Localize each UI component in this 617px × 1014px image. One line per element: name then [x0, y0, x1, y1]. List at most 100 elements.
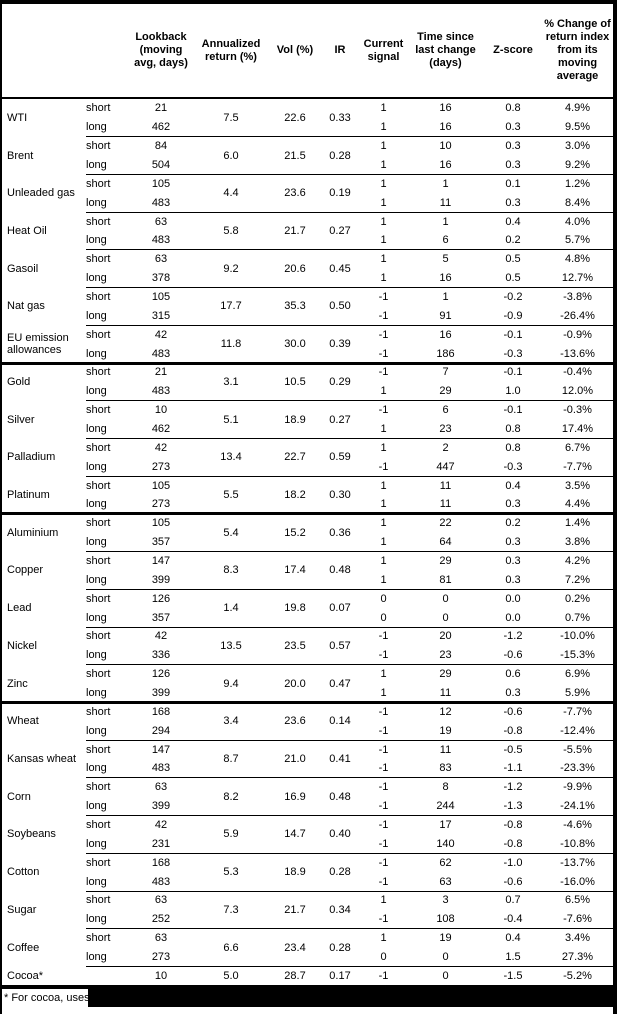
horizon-label: short [86, 366, 111, 379]
signal-value: 1 [380, 253, 387, 266]
table-header-row: Lookback (moving avg, days) Annualized r… [2, 4, 613, 99]
signal-value: 1 [380, 215, 387, 228]
time-since-value: 16 [439, 328, 452, 341]
signal-value: 1 [380, 687, 387, 700]
annualized-return-value: 6.6 [223, 941, 239, 954]
commodity-group-eu-emission-allowances: EU emission allowances short 42 -1 16 -0.1 -0.… [2, 324, 613, 363]
lookback-value: 294 [151, 724, 171, 737]
horizon-label: long [86, 121, 107, 134]
table-footer: * For cocoa, uses c [2, 985, 617, 1008]
commodity-group-unleaded-gas: Unleaded gas short 105 1 1 0.1 1.2% long 483 1 11 0… [2, 173, 613, 212]
time-since-value: 91 [439, 309, 452, 322]
commodity-name: Nat gas [7, 300, 45, 313]
pct-change-value: -23.3% [560, 762, 595, 775]
vol-value: 16.9 [284, 790, 306, 803]
commodity-name: Cotton [7, 866, 40, 879]
horizon-label: short [86, 630, 111, 643]
vol-value: 28.7 [284, 969, 306, 982]
signal-value: 1 [380, 479, 387, 492]
commodity-group-wti: WTI short 21 1 16 0.8 4.9% long 462 1 16 0.3 9.5% 7.5… [2, 99, 613, 137]
pct-change-value: 8.4% [564, 196, 591, 209]
vol-value: 23.4 [284, 941, 306, 954]
lookback-value: 63 [154, 253, 168, 266]
zscore-value: 0.6 [505, 668, 521, 681]
annualized-return-value: 5.0 [223, 969, 239, 982]
pct-change-value: -13.7% [560, 856, 595, 869]
commodity-name: Nickel [7, 639, 37, 652]
pct-change-value: 9.5% [564, 121, 591, 134]
time-since-value: 16 [439, 272, 452, 285]
zscore-value: 1.0 [505, 385, 521, 398]
horizon-label: long [86, 309, 107, 322]
commodity-group-lead: Lead short 126 0 0 0.0 0.2% long 357 0 0 0.0 0.7% 1.4… [2, 588, 613, 627]
lookback-value: 105 [151, 290, 171, 303]
ir-value: 0.30 [329, 489, 351, 501]
commodity-name: EU emission allowances [7, 332, 69, 357]
commodity-name: Coffee [7, 941, 40, 954]
horizon-label: long [86, 913, 107, 926]
pct-change-value: 0.2% [564, 592, 591, 605]
zscore-value: -0.8 [503, 724, 523, 737]
time-since-value: 108 [436, 913, 455, 926]
time-since-value: 8 [442, 781, 449, 794]
signal-value: -1 [378, 328, 389, 341]
zscore-value: -0.3 [503, 460, 523, 473]
signal-value: 0 [380, 611, 387, 624]
commodity-name: Zinc [7, 677, 28, 690]
pct-change-value: 1.2% [564, 177, 591, 190]
time-since-value: 20 [439, 630, 452, 643]
pct-change-value: 0.7% [564, 611, 591, 624]
pct-change-value: 3.5% [564, 479, 591, 492]
pct-change-value: -7.6% [563, 913, 592, 926]
time-since-value: 12 [439, 705, 452, 718]
horizon-label: short [86, 819, 111, 832]
signal-value: 1 [380, 422, 387, 435]
zscore-value: 1.5 [505, 951, 521, 964]
commodity-name: Soybeans [7, 828, 56, 841]
time-since-value: 29 [439, 555, 452, 567]
horizon-label: long [86, 611, 107, 624]
zscore-value: -0.8 [503, 819, 523, 832]
horizon-label: short [86, 781, 111, 794]
commodity-name: Kansas wheat [7, 753, 77, 766]
commodity-name: Sugar [7, 903, 37, 916]
annualized-return-value: 13.5 [220, 639, 242, 652]
signal-value: -1 [378, 781, 389, 794]
lookback-value: 315 [151, 309, 171, 322]
pct-change-value: 5.9% [564, 687, 591, 700]
time-since-value: 63 [439, 875, 452, 888]
zscore-value: 0.3 [505, 498, 521, 511]
lookback-value: 63 [154, 932, 168, 945]
horizon-label: short [86, 555, 111, 567]
horizon-label: short [86, 253, 111, 266]
signal-value: -1 [378, 913, 389, 926]
horizon-label: short [86, 894, 111, 907]
commodity-name: Gasoil [7, 262, 39, 275]
signal-value: 1 [380, 668, 387, 681]
pct-change-value: -5.2% [563, 969, 592, 982]
signal-value: -1 [378, 875, 389, 888]
lookback-value: 483 [151, 347, 171, 360]
time-since-value: 19 [439, 932, 452, 945]
zscore-value: -0.8 [503, 837, 523, 850]
lookback-value: 336 [151, 649, 171, 662]
time-since-value: 17 [439, 819, 452, 832]
signal-value: 1 [380, 140, 387, 153]
commodity-group-coffee: Coffee short 63 1 19 0.4 3.4% long 273 0 0 1.5 27.3%… [2, 928, 613, 967]
time-since-value: 11 [439, 479, 452, 492]
horizon-label: long [86, 385, 107, 398]
zscore-value: 0.0 [505, 611, 521, 624]
annualized-return-value: 8.2 [223, 790, 239, 803]
commodity-group-cocoa: Cocoa* 10 -1 0 -1.5 -5.2% 5.0 28.7 0.17 [2, 966, 613, 986]
commodity-name: Silver [7, 413, 35, 426]
lookback-value: 63 [154, 781, 168, 794]
signal-value: -1 [378, 705, 389, 718]
redaction-bar [88, 989, 617, 1008]
lookback-value: 21 [154, 102, 168, 115]
vol-value: 22.6 [284, 111, 306, 124]
commodity-group-soybeans: Soybeans short 42 -1 17 -0.8 -4.6% long 231 -1 140… [2, 815, 613, 854]
zscore-value: 0.3 [505, 196, 521, 209]
lookback-value: 483 [151, 385, 171, 398]
annualized-return-value: 5.5 [223, 489, 239, 501]
